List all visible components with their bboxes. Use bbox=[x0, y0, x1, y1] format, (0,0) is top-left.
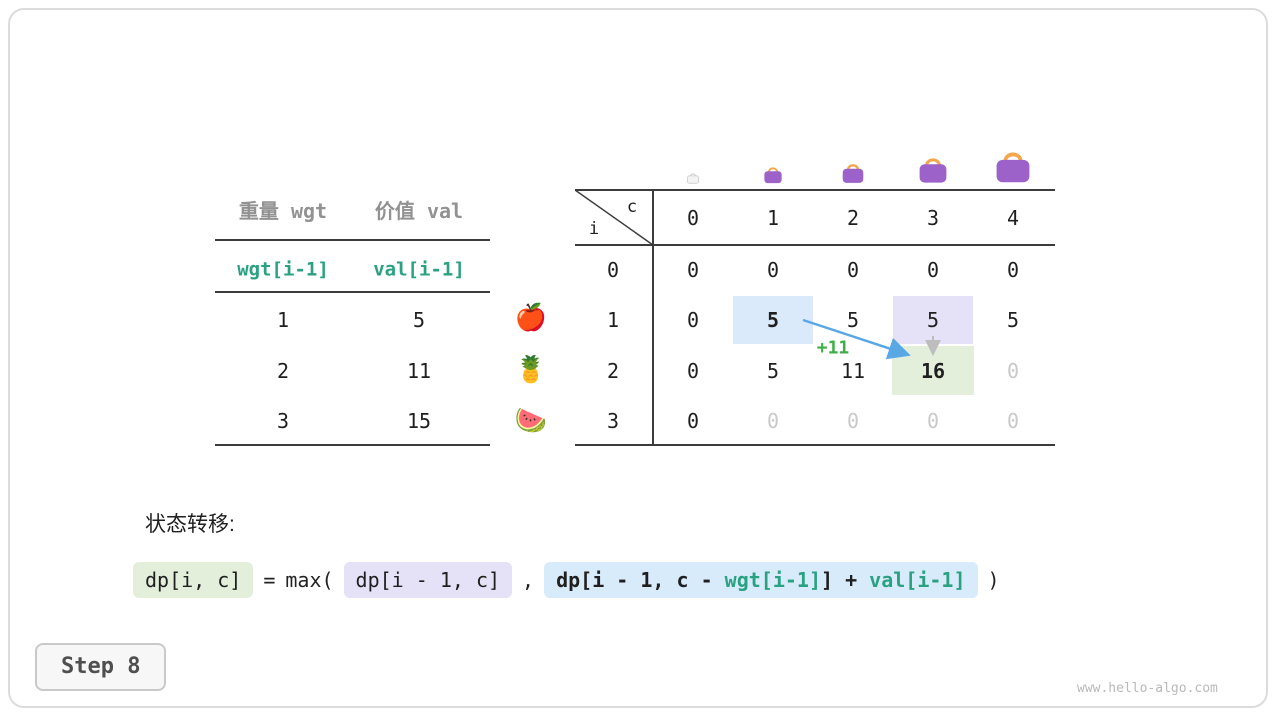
formula-arg2-wgt: wgt[i-1] bbox=[724, 568, 821, 592]
col-header-2: 2 bbox=[846, 206, 860, 230]
formula-arg2-val: val[i-1] bbox=[869, 568, 966, 592]
watermark: www.hello-algo.com bbox=[1077, 681, 1218, 696]
row-header-1: 1 bbox=[606, 308, 620, 332]
formula-equals: = bbox=[263, 568, 276, 592]
dp-cell-1-3: 5 bbox=[926, 308, 940, 332]
dp-cell-3-1: 0 bbox=[766, 409, 780, 433]
col-header-1: 1 bbox=[766, 206, 780, 230]
formula-comma: , bbox=[522, 568, 535, 592]
dp-cell-2-0: 0 bbox=[686, 359, 700, 383]
dp-cell-1-2: 5 bbox=[846, 308, 860, 332]
dp-cell-0-4: 0 bbox=[1006, 258, 1020, 282]
dp-cell-3-3: 0 bbox=[926, 409, 940, 433]
dp-cell-0-3: 0 bbox=[926, 258, 940, 282]
cell-highlight-blue bbox=[733, 296, 813, 344]
dp-cell-0-0: 0 bbox=[686, 258, 700, 282]
dp-cell-2-2: 11 bbox=[840, 359, 866, 383]
formula-arg2-plus: ] + bbox=[821, 568, 870, 592]
add-value-annotation: +11 bbox=[816, 337, 850, 359]
dp-cell-3-4: 0 bbox=[1006, 409, 1020, 433]
items-table-header-val: 价值 val bbox=[374, 199, 464, 223]
formula-arg1: dp[i - 1, c] bbox=[343, 562, 513, 598]
dp-cell-1-4: 5 bbox=[1006, 308, 1020, 332]
item-1-weight: 1 bbox=[276, 308, 290, 332]
formula-arg2: dp[i - 1, c - wgt[i-1]] + val[i-1] bbox=[544, 562, 978, 598]
item-1-value: 5 bbox=[412, 308, 426, 332]
dp-cell-3-2: 0 bbox=[846, 409, 860, 433]
col-header-0: 0 bbox=[686, 206, 700, 230]
col-header-4: 4 bbox=[1006, 206, 1020, 230]
dp-cell-2-1: 5 bbox=[766, 359, 780, 383]
bag-icon-capacity-4 bbox=[996, 152, 1030, 183]
item-2-value: 11 bbox=[406, 359, 432, 383]
divider bbox=[575, 189, 1055, 191]
divider bbox=[215, 291, 490, 293]
item-2-weight: 2 bbox=[276, 359, 290, 383]
bag-icon-capacity-0 bbox=[687, 173, 699, 184]
dp-cell-3-0: 0 bbox=[686, 409, 700, 433]
formula-arg2-text: dp[i - 1, c - bbox=[556, 568, 725, 592]
figure-card bbox=[8, 8, 1268, 708]
formula-max-open: max( bbox=[285, 568, 334, 592]
bag-icon-capacity-2 bbox=[842, 164, 864, 183]
item-3-weight: 3 bbox=[276, 409, 290, 433]
row-var-label: i bbox=[588, 219, 600, 239]
bag-icon-capacity-3 bbox=[919, 158, 947, 183]
divider bbox=[575, 244, 1055, 246]
bag-icon-capacity-1 bbox=[764, 167, 782, 184]
row-header-0: 0 bbox=[606, 258, 620, 282]
divider bbox=[575, 444, 1055, 446]
pineapple-icon: 🍍 bbox=[514, 355, 548, 385]
divider bbox=[652, 189, 654, 446]
item-3-value: 15 bbox=[406, 409, 432, 433]
row-header-3: 3 bbox=[606, 409, 620, 433]
watermelon-icon: 🍉 bbox=[514, 406, 548, 436]
apple-icon: 🍎 bbox=[514, 303, 548, 333]
step-label: Step 8 bbox=[61, 654, 141, 679]
dp-cell-1-1: 5 bbox=[766, 308, 780, 332]
col-header-3: 3 bbox=[926, 206, 940, 230]
divider bbox=[215, 239, 490, 241]
dp-cell-0-1: 0 bbox=[766, 258, 780, 282]
divider bbox=[215, 444, 490, 446]
col-var-label: c bbox=[626, 197, 638, 217]
items-table-val-formula: val[i-1] bbox=[373, 258, 465, 281]
formula-close: ) bbox=[987, 568, 1000, 592]
formula-lhs: dp[i, c] bbox=[133, 562, 254, 598]
step-badge: Step 8 bbox=[35, 643, 167, 691]
transition-formula: dp[i, c] = max( dp[i - 1, c] , dp[i - 1,… bbox=[133, 562, 1000, 598]
corner-diagonal bbox=[575, 190, 653, 245]
dp-cell-2-4: 0 bbox=[1006, 359, 1020, 383]
dp-cell-2-3: 16 bbox=[920, 359, 946, 383]
items-table-header-wgt: 重量 wgt bbox=[238, 199, 328, 223]
row-header-2: 2 bbox=[606, 359, 620, 383]
dp-cell-0-2: 0 bbox=[846, 258, 860, 282]
transition-label: 状态转移: bbox=[145, 513, 235, 536]
items-table-wgt-formula: wgt[i-1] bbox=[237, 258, 329, 281]
dp-cell-1-0: 0 bbox=[686, 308, 700, 332]
